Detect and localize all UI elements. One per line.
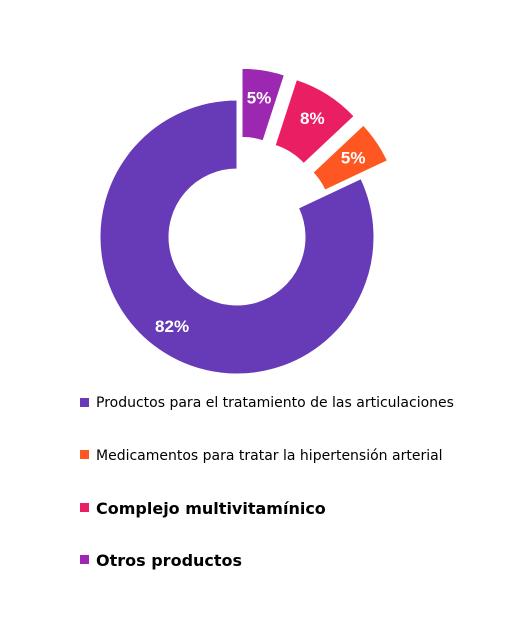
legend-swatch-hipertension <box>80 450 89 459</box>
legend-item-articulaciones: Productos para el tratamiento de las art… <box>80 393 525 413</box>
slice-articulaciones <box>99 99 375 375</box>
legend-label-hipertension: Medicamentos para tratar la hipertensión… <box>96 447 443 464</box>
donut-chart: 82% 5% 8% 5% <box>99 67 389 375</box>
legend-swatch-otros <box>80 555 89 564</box>
chart-legend: Productos para el tratamiento de las art… <box>80 393 525 603</box>
slice-multivitaminico <box>274 79 355 165</box>
slice-label-otros: 5% <box>247 89 272 108</box>
legend-item-hipertension: Medicamentos para tratar la hipertensión… <box>80 446 525 466</box>
legend-item-multivitaminico: Complejo multivitamínico <box>80 498 525 518</box>
slice-label-articulaciones: 82% <box>155 317 189 336</box>
slice-otros <box>241 67 285 142</box>
slice-hipertension <box>312 124 389 191</box>
legend-label-articulaciones: Productos para el tratamiento de las art… <box>96 395 454 411</box>
legend-label-multivitaminico: Complejo multivitamínico <box>96 498 326 518</box>
legend-item-otros: Otros productos <box>80 551 525 571</box>
slice-label-hipertension: 5% <box>341 149 366 168</box>
slice-label-multivitaminico: 8% <box>300 109 325 128</box>
legend-swatch-articulaciones <box>80 397 89 407</box>
legend-label-otros: Otros productos <box>96 551 243 570</box>
legend-swatch-multivitaminico <box>80 502 89 512</box>
